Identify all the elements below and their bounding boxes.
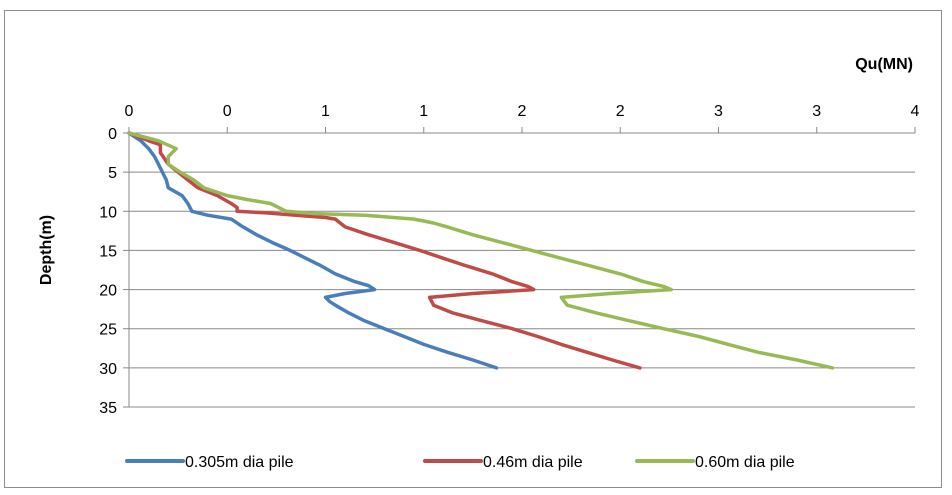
x-tick-label: 3: [812, 103, 821, 120]
y-tick-label: 20: [99, 283, 117, 300]
y-tick-label: 30: [99, 361, 117, 378]
legend-label: 0.305m dia pile: [185, 454, 294, 471]
y-tick-labels: 0 5 10 15 20 25 30 35: [99, 126, 117, 417]
legend-label: 0.60m dia pile: [695, 454, 795, 471]
axes: [123, 127, 916, 408]
x-tick-label: 0: [223, 103, 232, 120]
x-tick-label: 0: [125, 103, 134, 120]
y-tick-label: 5: [108, 165, 117, 182]
x-tick-labels: 0 0 1 1 2 2 3 3 4: [125, 103, 920, 120]
x-tick-label: 1: [321, 103, 330, 120]
series-lines: [127, 131, 835, 370]
legend: 0.305m dia pile 0.46m dia pile 0.60m dia p…: [125, 454, 795, 471]
series-line-1: [127, 131, 499, 370]
y-tick-label: 25: [99, 322, 117, 339]
x-axis-title: Qu(MN): [855, 56, 913, 73]
x-tick-label: 4: [911, 103, 920, 120]
x-tick-label: 2: [616, 103, 625, 120]
gridlines: [129, 132, 915, 408]
y-tick-label: 35: [99, 400, 117, 417]
y-tick-label: 10: [99, 204, 117, 221]
series-line-3: [127, 131, 835, 370]
y-tick-label: 0: [108, 126, 117, 143]
x-tick-label: 2: [518, 103, 527, 120]
series-line-2: [127, 131, 642, 370]
x-tick-label: 3: [714, 103, 723, 120]
legend-label: 0.46m dia pile: [483, 454, 583, 471]
y-axis-title: Depth(m): [38, 215, 55, 285]
y-tick-label: 15: [99, 243, 117, 260]
x-tick-label: 1: [419, 103, 428, 120]
